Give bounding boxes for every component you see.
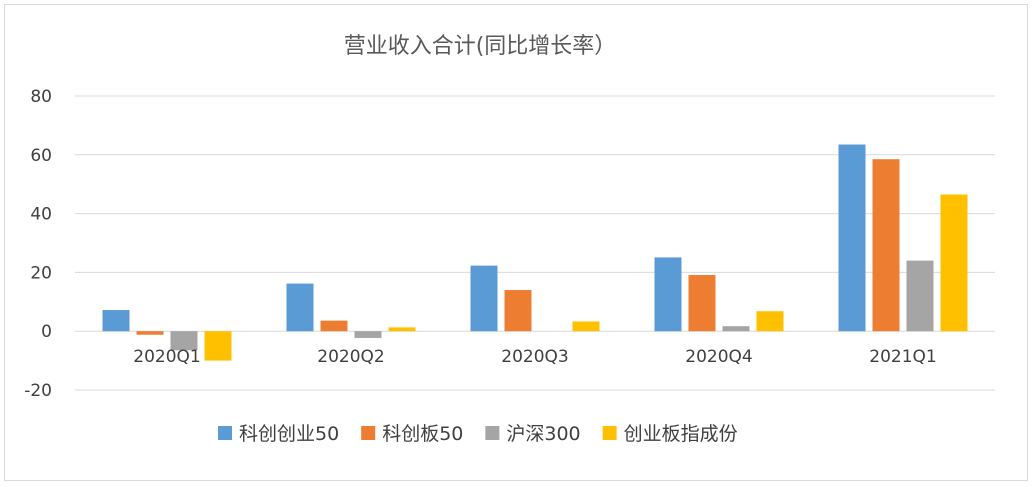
bar-2020Q1-0 <box>102 310 130 332</box>
chart-title: 营业收入合计(同比增长率） <box>344 34 617 59</box>
y-tick-label: 60 <box>30 146 52 166</box>
y-axis-ticks: 80 60 40 20 0 -20 <box>24 87 52 401</box>
legend-swatch <box>485 426 500 440</box>
y-tick-label: 80 <box>30 87 52 107</box>
bar-2020Q4-0 <box>654 257 682 332</box>
legend-label: 沪深300 <box>506 423 580 445</box>
y-tick-label: 20 <box>30 263 52 283</box>
legend-label: 科创创业50 <box>239 423 339 445</box>
bar-2020Q3-3 <box>572 321 600 332</box>
bar-2020Q4-1 <box>688 275 716 332</box>
bar-2020Q3-1 <box>504 290 532 332</box>
bar-2020Q1-2 <box>170 331 198 351</box>
y-tick-label: 0 <box>41 322 52 342</box>
bars <box>102 144 968 361</box>
legend-label: 科创板50 <box>382 423 463 445</box>
bar-2020Q2-2 <box>354 331 382 338</box>
x-category-label: 2020Q3 <box>501 347 568 367</box>
bar-2020Q3-0 <box>470 265 498 332</box>
legend: 科创创业50 科创板50 沪深300 创业板指成份 <box>218 423 738 445</box>
x-category-label: 2020Q2 <box>317 347 384 367</box>
bar-2020Q2-1 <box>320 320 348 332</box>
bar-2020Q4-3 <box>756 311 784 332</box>
bar-2020Q2-3 <box>388 327 416 332</box>
x-category-label: 2020Q1 <box>133 347 200 367</box>
bar-2021Q1-2 <box>906 260 934 332</box>
x-axis-labels: 2020Q1 2020Q2 2020Q3 2020Q4 2021Q1 <box>133 347 936 367</box>
bar-2020Q1-3 <box>204 331 232 361</box>
bar-2021Q1-1 <box>872 159 900 332</box>
y-tick-label: 40 <box>30 205 52 225</box>
legend-label: 创业板指成份 <box>624 423 738 445</box>
bar-2020Q1-1 <box>136 331 164 335</box>
legend-swatch <box>602 426 617 440</box>
legend-swatch <box>218 426 232 440</box>
x-category-label: 2021Q1 <box>869 347 936 367</box>
bar-2021Q1-0 <box>838 144 866 332</box>
bar-2020Q2-0 <box>286 283 314 332</box>
bar-2020Q4-2 <box>722 326 750 332</box>
legend-swatch <box>361 426 376 440</box>
y-tick-label: -20 <box>24 381 52 401</box>
x-category-label: 2020Q4 <box>685 347 752 367</box>
bar-2021Q1-3 <box>940 194 968 332</box>
